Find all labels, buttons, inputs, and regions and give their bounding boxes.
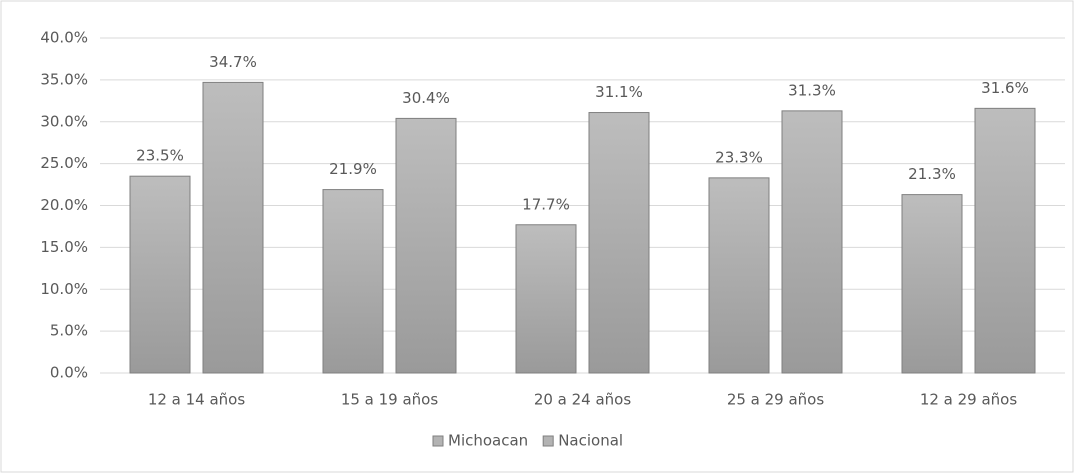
y-tick-label: 20.0% — [40, 196, 88, 214]
y-tick-label: 10.0% — [40, 280, 88, 298]
x-tick-label: 12 a 14 años — [148, 391, 246, 409]
y-tick-label: 30.0% — [40, 112, 88, 130]
bar — [129, 175, 191, 374]
bar — [901, 194, 963, 374]
value-label: 17.7% — [522, 195, 570, 213]
value-label: 31.3% — [788, 81, 836, 99]
y-tick-label: 40.0% — [40, 29, 88, 47]
bar — [708, 177, 770, 374]
y-tick-label: 0.0% — [50, 364, 88, 382]
value-label: 34.7% — [209, 53, 257, 71]
legend-label: Nacional — [558, 432, 623, 450]
bar — [974, 107, 1036, 374]
bar — [781, 110, 843, 374]
x-tick-label: 12 a 29 años — [920, 391, 1018, 409]
bar — [515, 224, 577, 374]
bar — [202, 81, 264, 374]
bar — [588, 112, 650, 374]
x-tick-label: 25 a 29 años — [727, 391, 825, 409]
legend-swatch — [432, 435, 444, 447]
value-label: 23.5% — [136, 147, 184, 165]
x-tick-label: 15 a 19 años — [341, 391, 439, 409]
bar — [395, 117, 457, 374]
y-tick-label: 25.0% — [40, 154, 88, 172]
value-label: 31.1% — [595, 83, 643, 101]
y-tick-label: 5.0% — [50, 322, 88, 340]
value-label: 21.3% — [908, 165, 956, 183]
x-tick-label: 20 a 24 años — [534, 391, 632, 409]
y-tick-label: 15.0% — [40, 238, 88, 256]
value-label: 31.6% — [981, 79, 1029, 97]
value-label: 30.4% — [402, 89, 450, 107]
value-label: 21.9% — [329, 160, 377, 178]
value-label: 23.3% — [715, 148, 763, 166]
legend-swatch — [542, 435, 554, 447]
bar — [322, 189, 384, 374]
legend-label: Michoacan — [448, 432, 528, 450]
y-tick-label: 35.0% — [40, 70, 88, 88]
